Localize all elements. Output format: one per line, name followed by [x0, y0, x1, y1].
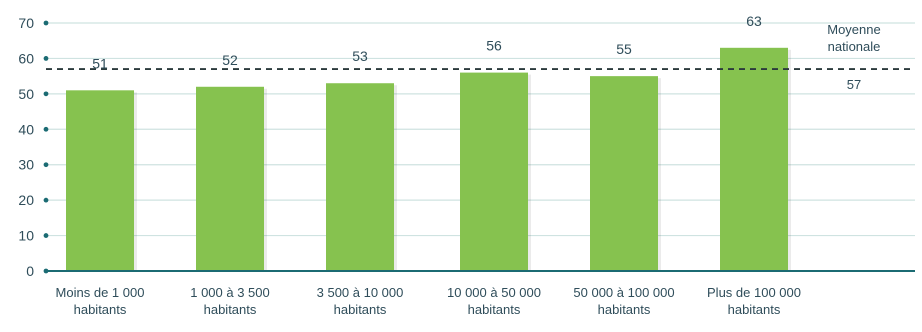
bar	[196, 86, 264, 272]
x-category-label: 50 000 à 100 000	[573, 285, 674, 300]
y-tick-mark	[43, 197, 49, 203]
x-category-label: Plus de 100 000	[707, 285, 801, 300]
x-category-label: habitants	[74, 302, 127, 317]
y-tick-mark	[43, 162, 49, 168]
x-category-label: habitants	[598, 302, 651, 317]
y-tick-mark	[43, 91, 49, 97]
y-tick-label: 20	[18, 192, 34, 208]
x-category-label: 10 000 à 50 000	[447, 285, 541, 300]
y-tick-label: 30	[18, 157, 34, 173]
bar-value-label: 51	[92, 55, 108, 71]
bar	[590, 76, 658, 272]
x-category-label: habitants	[204, 302, 257, 317]
bar-value-label: 53	[352, 48, 368, 64]
y-tick-label: 10	[18, 228, 34, 244]
reference-line-label: Moyenne	[827, 22, 880, 37]
reference-line-label: nationale	[828, 39, 881, 54]
bar-value-label: 63	[746, 13, 762, 29]
bar	[326, 83, 394, 271]
y-tick-label: 70	[18, 15, 34, 31]
y-tick-mark	[43, 56, 49, 61]
x-category-label: habitants	[468, 302, 521, 317]
reference-line-value-label: 57	[847, 77, 861, 92]
x-category-label: habitants	[728, 302, 781, 317]
x-category-label: Moins de 1 000	[56, 285, 145, 300]
x-category-label: 1 000 à 3 500	[190, 285, 270, 300]
x-category-label: 3 500 à 10 000	[317, 285, 404, 300]
bar-value-label: 56	[486, 38, 502, 54]
bar-value-label: 52	[222, 52, 238, 68]
y-tick-label: 50	[18, 86, 34, 102]
bar	[460, 72, 528, 271]
y-tick-label: 0	[26, 263, 34, 279]
y-tick-label: 60	[18, 50, 34, 66]
y-tick-mark	[43, 20, 49, 26]
bar	[66, 90, 134, 271]
y-tick-mark	[43, 233, 49, 238]
bar	[720, 47, 788, 271]
y-tick-mark	[43, 126, 49, 132]
x-category-label: habitants	[334, 302, 387, 317]
y-tick-label: 40	[18, 121, 34, 137]
bar-value-label: 55	[616, 41, 632, 57]
